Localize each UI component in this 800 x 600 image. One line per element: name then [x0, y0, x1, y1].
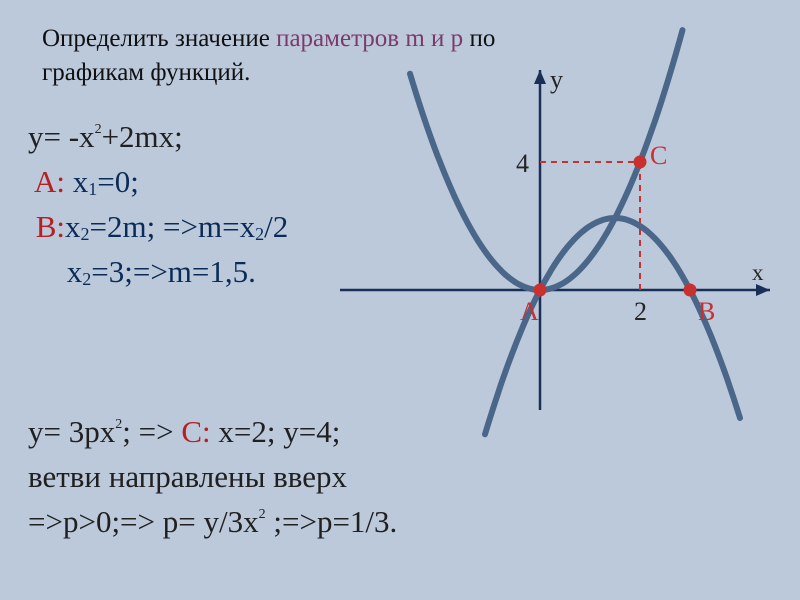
eq1-l1sup: 2 — [95, 122, 102, 137]
eq1-l3sub1: 2 — [81, 224, 90, 244]
eq1-l4b: =3;=>m=1,5. — [91, 254, 256, 289]
eq1-l2b: x — [65, 164, 88, 199]
eq2-l1d: x=2; y=4; — [211, 414, 341, 449]
eq2-l3a: =>p>0;=> p= y/3x — [28, 504, 259, 539]
eq1-l2c: =0; — [97, 164, 139, 199]
eq2-line2: ветви направлены вверх — [28, 455, 397, 500]
svg-text:A: A — [520, 297, 539, 326]
eq1-l3d: /2 — [264, 209, 288, 244]
eq2-line1: y= 3px2; => C: x=2; y=4; — [28, 410, 397, 455]
formula-block-1: y= -x2+2mx; A: x1=0; B:x2=2m; =>m=x2/2 x… — [28, 115, 288, 295]
formula-block-2: y= 3px2; => C: x=2; y=4; ветви направлен… — [28, 410, 397, 545]
eq1-l1b: +2mx; — [102, 119, 183, 154]
svg-text:B: B — [698, 297, 715, 326]
eq1-l1a: y= -x — [28, 119, 95, 154]
eq1-line1: y= -x2+2mx; — [28, 115, 288, 160]
eq1-l2a: A: — [28, 164, 65, 199]
eq1-l3b: x — [65, 209, 81, 244]
eq1-l3a: B: — [28, 209, 65, 244]
heading-part1: Определить значение — [42, 25, 276, 52]
heading-params: параметров m и p — [276, 25, 463, 52]
eq1-line3: B:x2=2m; =>m=x2/2 — [28, 205, 288, 250]
chart: yxABC42 — [420, 80, 780, 410]
eq1-l2sub: 1 — [88, 179, 97, 199]
svg-text:x: x — [752, 260, 764, 285]
eq1-l4a: x — [28, 254, 82, 289]
eq2-l1a: y= 3px — [28, 414, 115, 449]
eq1-l4sub: 2 — [82, 269, 91, 289]
eq2-l1b: ; => — [122, 414, 181, 449]
slide: Определить значение параметров m и p по … — [0, 0, 800, 600]
svg-text:2: 2 — [634, 297, 647, 326]
svg-text:y: y — [550, 65, 563, 94]
eq1-l3sub2: 2 — [255, 224, 264, 244]
eq2-l3b: ;=>p=1/3. — [266, 504, 398, 539]
eq1-line2: A: x1=0; — [28, 160, 288, 205]
svg-text:4: 4 — [516, 149, 529, 178]
eq2-line3: =>p>0;=> p= y/3x2 ;=>p=1/3. — [28, 500, 397, 545]
eq1-l3c: =2m; =>m=x — [90, 209, 256, 244]
eq2-l3sup: 2 — [259, 507, 266, 522]
eq1-line4: x2=3;=>m=1,5. — [28, 250, 288, 295]
svg-text:C: C — [650, 141, 667, 170]
eq2-l1c: C: — [181, 414, 210, 449]
chart-svg: yxABC42 — [420, 80, 780, 410]
